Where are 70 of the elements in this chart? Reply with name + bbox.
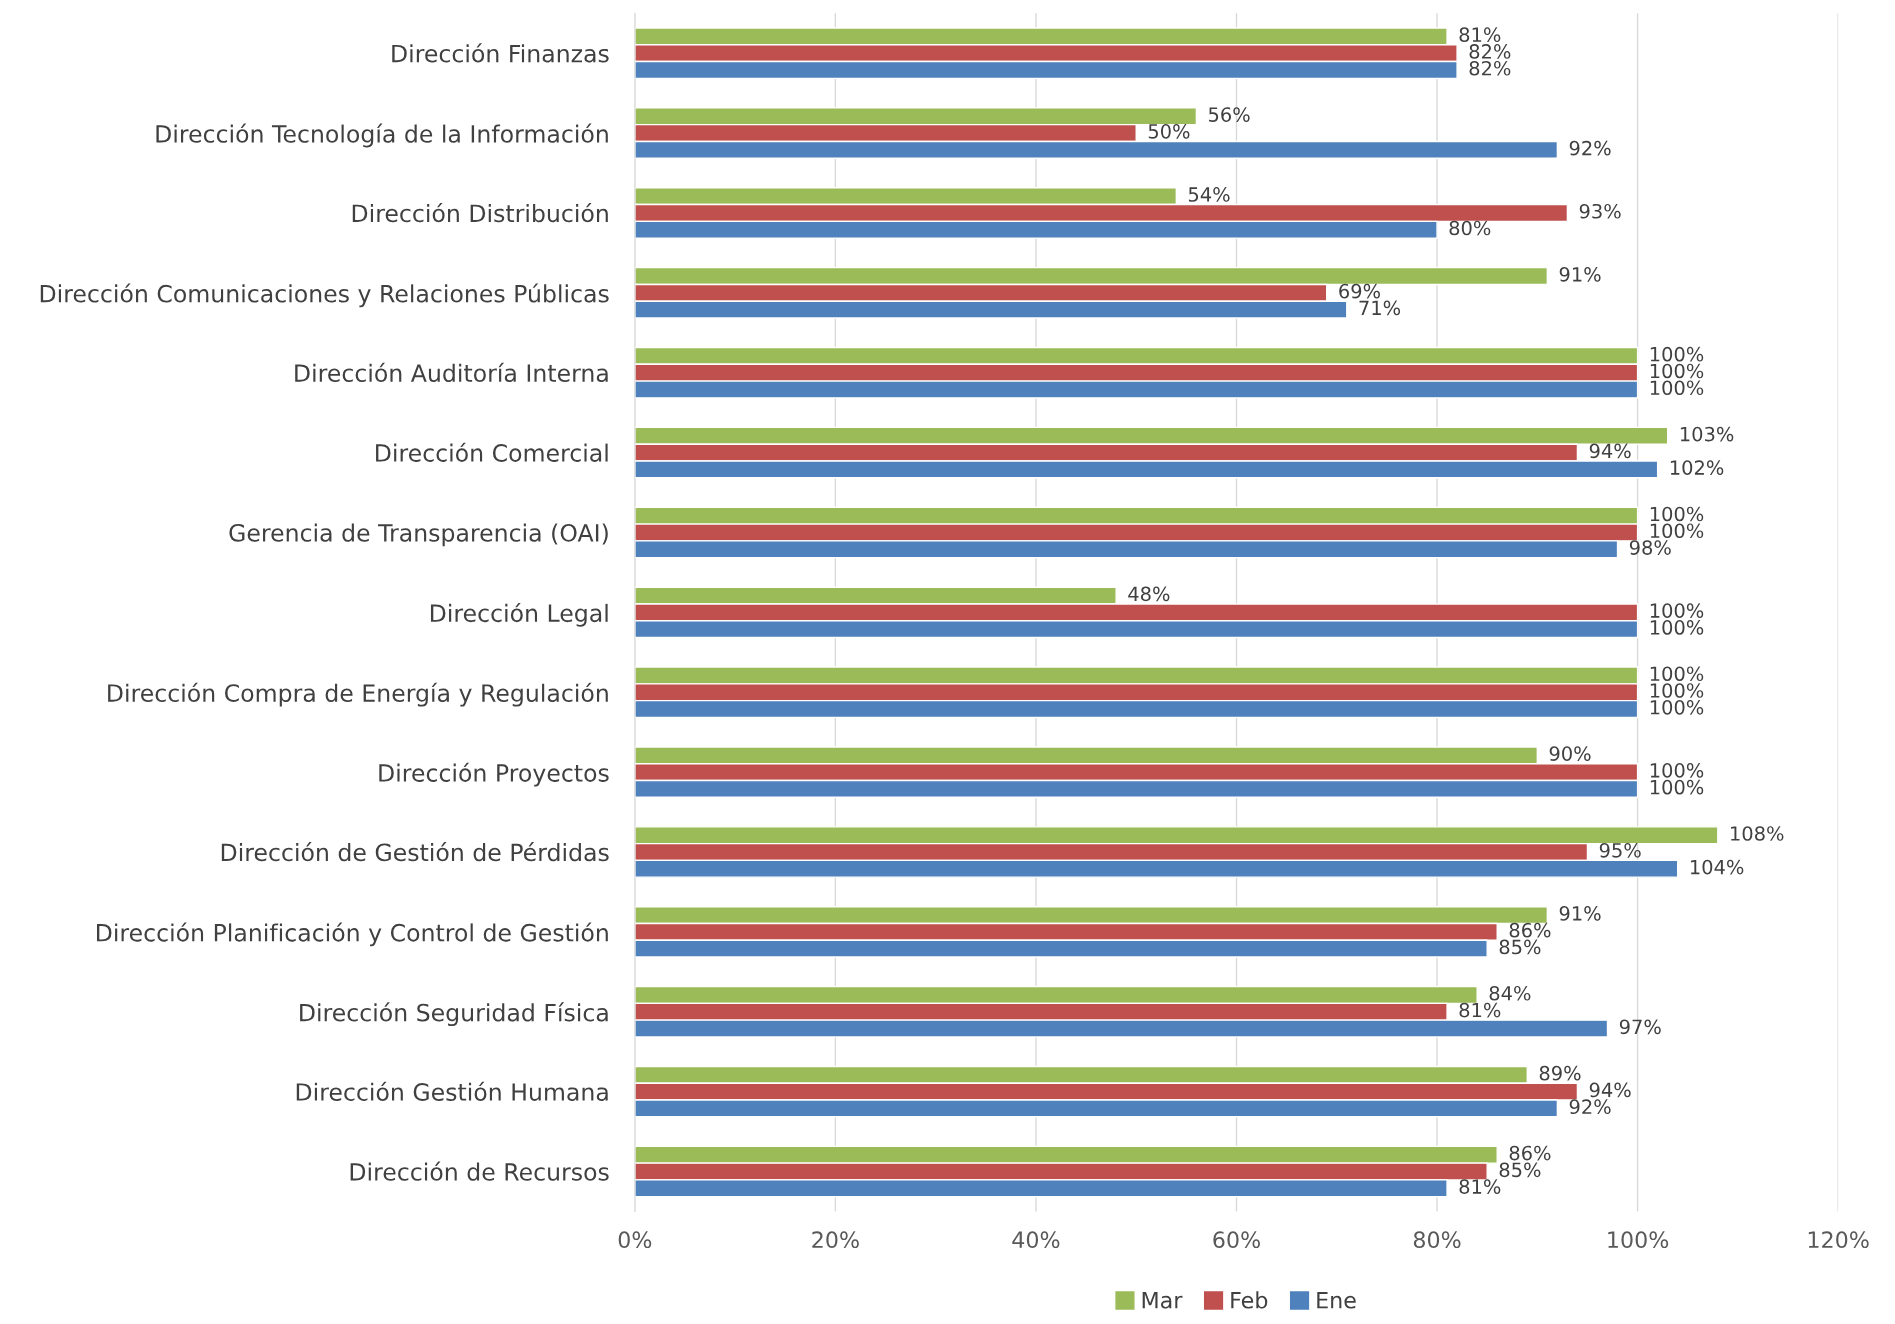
data-label: 100% <box>1650 363 1704 379</box>
data-label: 100% <box>1650 506 1704 522</box>
data-label: 102% <box>1670 460 1724 475</box>
data-label: 89% <box>1539 1065 1581 1081</box>
y-tick-label: Dirección Tecnología de la Información <box>156 123 608 148</box>
x-tick-label: 60% <box>1213 1231 1260 1249</box>
data-label: 54% <box>1188 187 1230 202</box>
y-tick-label: Dirección de Gestión de Pérdidas <box>221 842 609 862</box>
data-label: 91% <box>1559 906 1601 921</box>
data-label: 84% <box>1489 985 1531 1001</box>
data-label: 97% <box>1619 1019 1661 1035</box>
data-label: 86% <box>1509 922 1551 938</box>
data-label: 93% <box>1579 203 1621 219</box>
data-label: 100% <box>1650 346 1704 362</box>
data-label: 92% <box>1569 1099 1611 1115</box>
x-tick-label: 20% <box>812 1231 859 1249</box>
y-tick-label: Dirección Comunicaciones y Relaciones Públicas <box>40 283 609 308</box>
data-label: 100% <box>1650 699 1704 715</box>
data-label: 100% <box>1650 523 1704 539</box>
y-tick-label: Dirección Distribución <box>352 203 608 223</box>
x-tick-label: 0% <box>618 1231 652 1249</box>
data-label: 85% <box>1499 1162 1541 1178</box>
y-tick-label: Dirección Compra de Energía y Regulación <box>108 682 608 707</box>
data-label: 82% <box>1469 44 1511 59</box>
data-label: 92% <box>1569 140 1611 156</box>
data-label: 100% <box>1650 666 1704 682</box>
x-tick-label: 80% <box>1413 1231 1461 1249</box>
y-tick-label: Dirección Seguridad Física <box>300 1002 608 1027</box>
data-label: 71% <box>1359 300 1401 316</box>
y-tick-label: Dirección de Recursos <box>350 1161 609 1181</box>
data-label: 95% <box>1599 842 1641 858</box>
data-label: 100% <box>1650 380 1704 396</box>
legend-label: Ene <box>1317 1292 1356 1309</box>
data-label: 90% <box>1549 746 1591 761</box>
data-label: 81% <box>1459 1002 1501 1018</box>
data-label: 94% <box>1589 443 1631 459</box>
data-label: 86% <box>1509 1145 1551 1161</box>
data-label: 80% <box>1449 220 1491 236</box>
x-tick-label: 120% <box>1808 1231 1869 1249</box>
data-label: 108% <box>1731 826 1784 841</box>
data-label: 100% <box>1650 683 1704 698</box>
x-tick-label: 40% <box>1012 1231 1060 1249</box>
data-label: 100% <box>1650 603 1704 618</box>
y-tick-label: Dirección Auditoría Interna <box>295 362 608 383</box>
data-label: 100% <box>1650 620 1704 635</box>
y-tick-label: Gerencia de Transparencia (OAI) <box>229 523 608 547</box>
x-tick-label: 100% <box>1608 1231 1669 1249</box>
y-tick-label: Dirección Finanzas <box>392 43 609 63</box>
data-label: 48% <box>1128 586 1170 602</box>
data-label: 100% <box>1650 779 1704 795</box>
y-tick-label: Dirección Gestión Humana <box>296 1081 608 1101</box>
y-tick-label: Dirección Legal <box>430 602 608 627</box>
data-label: 104% <box>1690 859 1744 875</box>
y-tick-label: Dirección Planificación y Control de Gestión <box>97 922 608 947</box>
data-label: 98% <box>1629 540 1671 555</box>
data-label: 82% <box>1469 60 1511 76</box>
legend-label: Mar <box>1142 1292 1183 1309</box>
data-label: 81% <box>1459 27 1501 43</box>
data-label: 94% <box>1589 1082 1631 1098</box>
data-label: 69% <box>1339 283 1380 299</box>
data-label: 81% <box>1459 1179 1501 1194</box>
y-tick-label: Dirección Proyectos <box>379 762 609 787</box>
y-tick-label: Dirección Comercial <box>376 442 608 462</box>
legend-label: Feb <box>1231 1291 1268 1309</box>
data-label: 103% <box>1680 426 1734 442</box>
data-label: 85% <box>1499 939 1541 955</box>
data-label: 56% <box>1208 107 1250 122</box>
data-label: 50% <box>1148 124 1190 139</box>
data-label: 91% <box>1559 266 1601 282</box>
data-label: 100% <box>1650 763 1704 778</box>
